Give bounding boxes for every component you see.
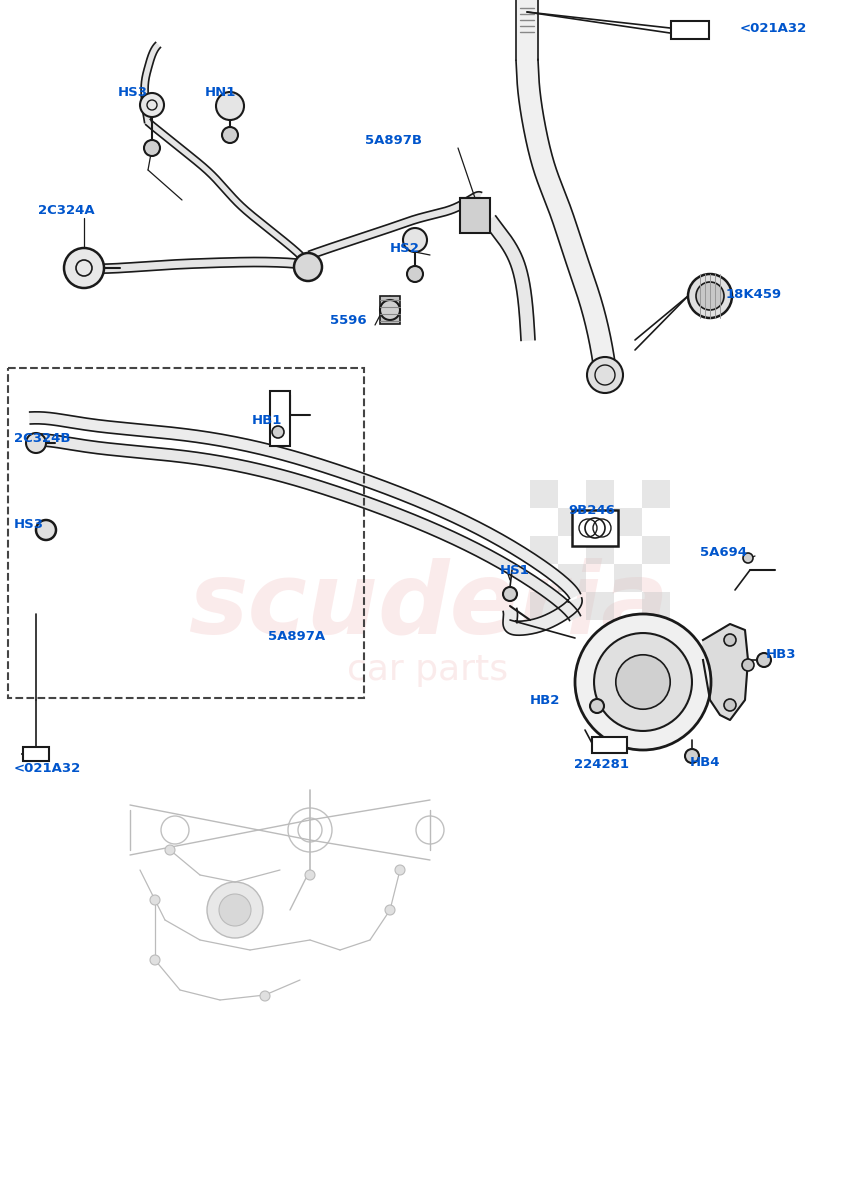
- Bar: [614, 564, 642, 592]
- Circle shape: [64, 248, 104, 288]
- Circle shape: [395, 865, 405, 875]
- Polygon shape: [30, 434, 580, 620]
- Text: 5A897A: 5A897A: [268, 630, 325, 642]
- Text: 224281: 224281: [574, 757, 629, 770]
- Text: HS3: HS3: [14, 517, 44, 530]
- Text: 2C324A: 2C324A: [38, 204, 95, 216]
- Bar: [530, 592, 558, 620]
- Text: HB1: HB1: [252, 414, 282, 426]
- Circle shape: [403, 228, 427, 252]
- Polygon shape: [503, 598, 582, 635]
- Circle shape: [385, 905, 395, 914]
- Circle shape: [615, 655, 670, 709]
- Circle shape: [594, 634, 692, 731]
- Bar: [586, 536, 614, 564]
- Circle shape: [757, 653, 771, 667]
- Polygon shape: [30, 412, 580, 599]
- Polygon shape: [484, 216, 535, 341]
- Circle shape: [685, 749, 699, 763]
- Text: HN1: HN1: [205, 85, 236, 98]
- Polygon shape: [141, 42, 160, 122]
- Text: HB4: HB4: [690, 756, 721, 768]
- Bar: [642, 480, 670, 508]
- Circle shape: [590, 698, 604, 713]
- Text: car parts: car parts: [348, 653, 508, 686]
- Bar: [530, 536, 558, 564]
- Text: <021A32: <021A32: [740, 22, 807, 35]
- Circle shape: [222, 127, 238, 143]
- Circle shape: [743, 553, 753, 563]
- Text: 5596: 5596: [330, 313, 366, 326]
- Circle shape: [294, 253, 322, 281]
- Text: 9B246: 9B246: [568, 504, 615, 516]
- Bar: [586, 592, 614, 620]
- Polygon shape: [516, 0, 538, 60]
- Bar: [380, 296, 400, 324]
- Text: <021A32: <021A32: [14, 762, 81, 774]
- Circle shape: [150, 895, 160, 905]
- Bar: [558, 564, 586, 592]
- Circle shape: [26, 433, 46, 452]
- Polygon shape: [703, 624, 748, 720]
- Bar: [586, 480, 614, 508]
- Bar: [530, 480, 558, 508]
- Polygon shape: [84, 258, 312, 274]
- Circle shape: [724, 698, 736, 710]
- Text: HB2: HB2: [530, 694, 561, 707]
- Circle shape: [144, 140, 160, 156]
- Circle shape: [407, 266, 423, 282]
- Text: 5A694: 5A694: [700, 546, 747, 558]
- Polygon shape: [308, 192, 482, 259]
- Bar: [642, 592, 670, 620]
- Text: 2C324B: 2C324B: [14, 432, 70, 444]
- Circle shape: [724, 634, 736, 646]
- Circle shape: [305, 870, 315, 880]
- Text: HS3: HS3: [118, 85, 148, 98]
- Bar: [614, 508, 642, 536]
- Text: HS2: HS2: [390, 241, 420, 254]
- Text: 5A897B: 5A897B: [365, 133, 422, 146]
- Bar: [23, 746, 49, 761]
- Circle shape: [272, 426, 284, 438]
- Circle shape: [688, 274, 732, 318]
- Bar: [671, 20, 709, 38]
- Circle shape: [165, 845, 175, 854]
- Circle shape: [575, 614, 711, 750]
- Circle shape: [140, 92, 164, 116]
- Circle shape: [696, 282, 724, 310]
- Bar: [592, 737, 627, 754]
- Circle shape: [150, 955, 160, 965]
- Bar: [460, 198, 490, 233]
- Circle shape: [219, 894, 251, 926]
- Circle shape: [260, 991, 270, 1001]
- Circle shape: [216, 92, 244, 120]
- Circle shape: [36, 520, 56, 540]
- Text: HS1: HS1: [500, 564, 530, 576]
- Bar: [8, 368, 364, 698]
- Circle shape: [380, 300, 400, 320]
- Circle shape: [587, 358, 623, 392]
- Bar: [558, 508, 586, 536]
- Bar: [270, 390, 290, 445]
- Circle shape: [503, 587, 517, 601]
- Text: scuderia: scuderia: [187, 558, 669, 654]
- Bar: [572, 510, 618, 546]
- Polygon shape: [146, 119, 302, 258]
- Circle shape: [742, 659, 754, 671]
- Text: HB3: HB3: [766, 648, 796, 660]
- Text: 18K459: 18K459: [726, 288, 782, 301]
- Circle shape: [207, 882, 263, 938]
- Polygon shape: [516, 60, 616, 372]
- Bar: [642, 536, 670, 564]
